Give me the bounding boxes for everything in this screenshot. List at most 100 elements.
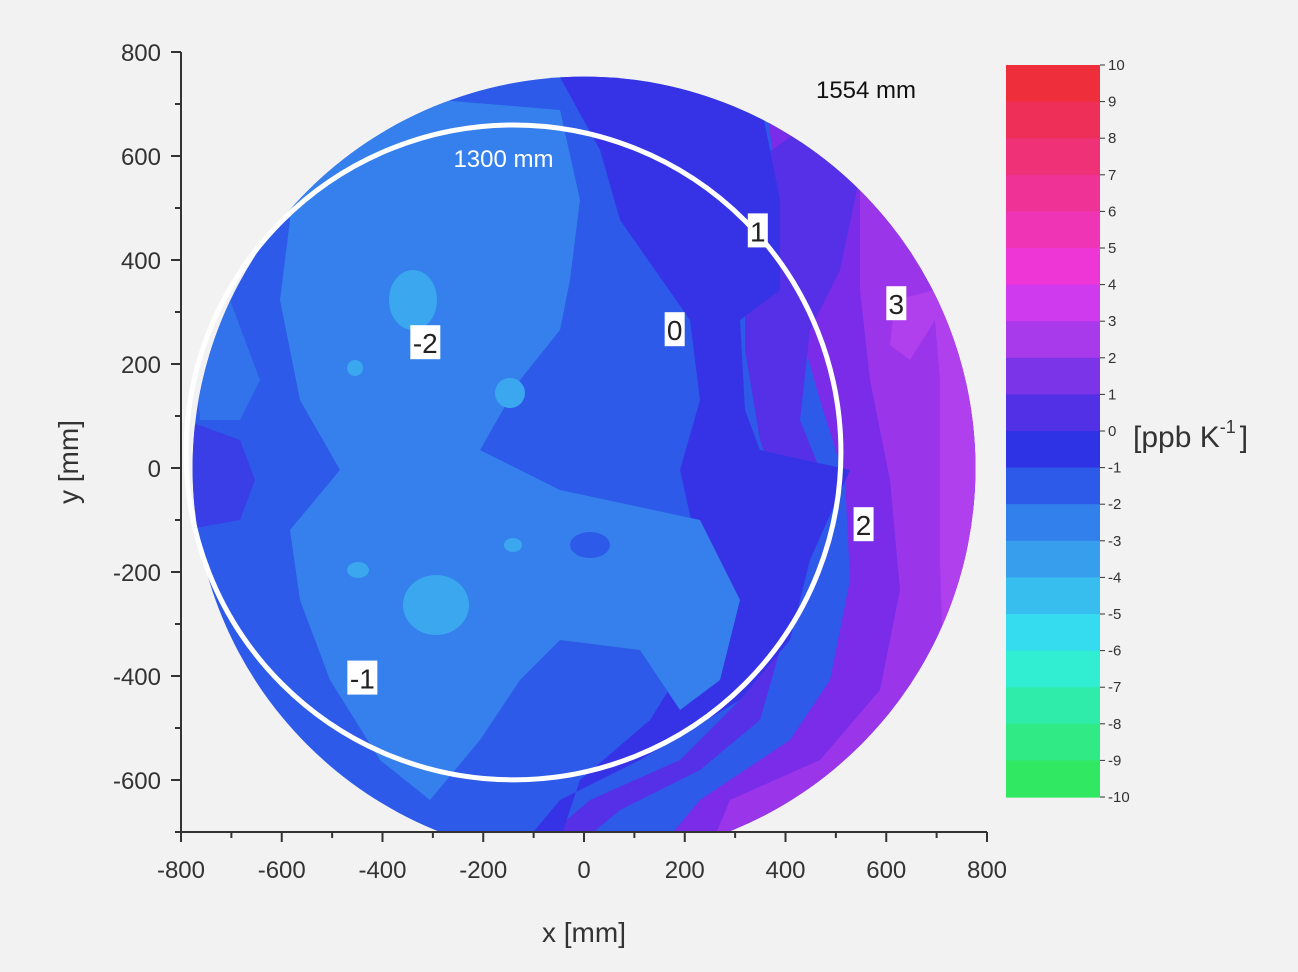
colorbar-tick-label: 1 [1108, 386, 1116, 403]
colorbar-tick-label: -2 [1108, 496, 1121, 513]
contour-label-box [886, 286, 907, 321]
y-tick-label: -600 [113, 768, 161, 795]
colorbar-tick-label: 3 [1108, 313, 1116, 330]
contour-level-minus1-spot [570, 532, 610, 558]
colorbar-band [1006, 174, 1100, 212]
x-tick-label: -600 [258, 857, 306, 884]
contour-level-minus3-spot-f [504, 538, 522, 552]
colorbar-band [1006, 687, 1100, 725]
colorbar-unit-text: [ppb K [1133, 421, 1220, 454]
x-tick-label: -400 [358, 857, 406, 884]
colorbar-band [1006, 211, 1100, 249]
x-tick-label: -200 [459, 857, 507, 884]
colorbar-band [1006, 357, 1100, 395]
y-tick-label: 600 [121, 144, 161, 171]
contour-label: -1 [347, 660, 378, 695]
colorbar-tick-label: -10 [1108, 789, 1130, 806]
contour-level-minus3-spot-a [389, 270, 437, 330]
contour-label-text: 3 [889, 289, 905, 320]
contour-level-0 [510, 76, 850, 832]
colorbar-tick-label: 9 [1108, 94, 1116, 111]
y-tick-label: 0 [148, 456, 161, 483]
y-axis-label: y [mm] [53, 420, 84, 504]
colorbar-band [1006, 650, 1100, 688]
contour-fill [192, 76, 976, 832]
colorbar-tick-label: -4 [1108, 569, 1121, 586]
colorbar-band [1006, 760, 1100, 798]
x-tick-label: 400 [765, 857, 805, 884]
colorbar-tick-label: 5 [1108, 240, 1116, 257]
colorbar-band [1006, 614, 1100, 652]
contour-label: 0 [664, 312, 685, 347]
y-tick-label: -400 [113, 664, 161, 691]
inner-circle-label: 1300 mm [453, 146, 553, 173]
y-tick-label: -200 [113, 560, 161, 587]
colorbar-unit-close: ] [1240, 421, 1248, 454]
colorbar-band [1006, 101, 1100, 139]
y-tick-label: 400 [121, 248, 161, 275]
colorbar-tick-label: -3 [1108, 533, 1121, 550]
contour-level-minus2 [270, 100, 740, 800]
outer-circle-label: 1554 mm [816, 77, 916, 104]
colorbar-band [1006, 723, 1100, 761]
colorbar-band [1006, 65, 1100, 103]
colorbar-band [1006, 431, 1100, 469]
x-axis-label: x [mm] [542, 917, 626, 948]
axes: -800 -600 -400 -200 0 200 400 600 800 -600-400-2… [53, 40, 1007, 948]
colorbar-tick-label: 6 [1108, 203, 1116, 220]
x-tick-label: 800 [967, 857, 1007, 884]
contour-level-minus3-spot-c [403, 575, 469, 635]
contour-level-1 [520, 130, 860, 832]
inner-circle [183, 122, 844, 783]
contour-label-text: 2 [856, 510, 872, 541]
colorbar-tick-label: 4 [1108, 277, 1116, 294]
colorbar-tick-label: -6 [1108, 643, 1121, 660]
contour-level-0-left [192, 420, 255, 530]
colorbar-tick-label: -9 [1108, 752, 1121, 769]
colorbar-tick-label: 10 [1108, 57, 1125, 74]
contour-label-text: 0 [667, 315, 683, 346]
colorbar-band [1006, 394, 1100, 432]
contour-label: 1 [747, 213, 768, 248]
colorbar-unit-exponent: -1 [1220, 417, 1236, 437]
contour-label: 3 [886, 286, 907, 321]
x-tick-label: -800 [157, 857, 205, 884]
y-tick-label: 800 [121, 40, 161, 67]
colorbar-band [1006, 284, 1100, 322]
colorbar-band [1006, 467, 1100, 505]
x-tick-label: 0 [577, 857, 590, 884]
contour-label: 2 [853, 507, 874, 542]
contour-label-box [410, 325, 441, 360]
contour-level-minus3-spot-d [347, 360, 363, 376]
contour-level-minus3-spot-e [347, 562, 369, 578]
contour-label-text: 1 [750, 216, 766, 247]
contour-label-box [747, 213, 768, 248]
colorbar-tick-label: 8 [1108, 130, 1116, 147]
colorbar-tick-label: -7 [1108, 679, 1121, 696]
contour-map [183, 76, 976, 832]
colorbar-tick-label: 0 [1108, 423, 1116, 440]
contour-level-minus3-spot-b [495, 378, 525, 408]
contour-label: -2 [410, 325, 441, 360]
colorbar-band [1006, 504, 1100, 542]
colorbar-tick-label: -8 [1108, 716, 1121, 733]
colorbar-band [1006, 321, 1100, 359]
y-tick-label: 200 [121, 352, 161, 379]
colorbar-band [1006, 138, 1100, 176]
colorbar-band [1006, 540, 1100, 578]
colorbar-band [1006, 248, 1100, 286]
contour-label-text: -2 [413, 328, 438, 359]
x-tick-label: 200 [665, 857, 705, 884]
colorbar-band [1006, 577, 1100, 615]
contour-label-box [853, 507, 874, 542]
colorbar-tick-label: -5 [1108, 606, 1121, 623]
colorbar-tick-label: 7 [1108, 167, 1116, 184]
colorbar-unit-label: [ppb K-1] [1133, 417, 1248, 454]
y-ticks: -600 -400 -200 0 200 400 600 800 [113, 40, 181, 833]
x-ticks: -800 -600 -400 -200 0 200 400 600 800 [157, 832, 1007, 884]
contour-label-box [664, 312, 685, 347]
contour-labels: -2 0 1 3 2 -1 [347, 213, 907, 695]
x-tick-label: 600 [866, 857, 906, 884]
